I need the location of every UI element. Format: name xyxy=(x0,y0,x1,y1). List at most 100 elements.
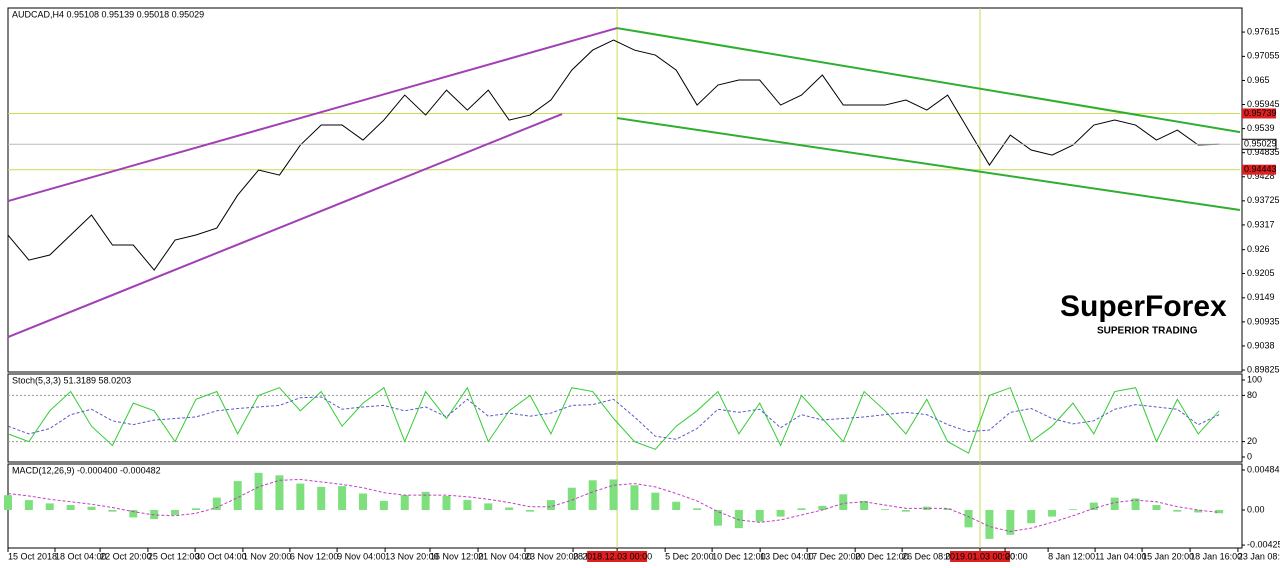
x-tick-highlight xyxy=(950,551,1011,562)
y-tick-label: 80 xyxy=(1247,390,1257,400)
histogram-bar xyxy=(505,507,514,510)
y-tick-label: 0.926 xyxy=(1247,244,1270,254)
histogram-bar xyxy=(755,509,764,522)
indicator-line xyxy=(7,396,1220,440)
y-tick-label: 0.9205 xyxy=(1247,268,1275,278)
histogram-bar xyxy=(4,495,12,510)
indicator-line xyxy=(7,386,1220,454)
histogram-bar xyxy=(484,503,493,510)
histogram-bar xyxy=(651,492,660,510)
y-tick-label: 0.9317 xyxy=(1247,219,1275,229)
panel-title: Stoch(5,3,3) 51.3189 58.0203 xyxy=(12,375,131,385)
y-tick-label: 0.9038 xyxy=(1247,340,1275,350)
x-tick-label: 8 Jan 12:00 xyxy=(1048,551,1095,561)
histogram-bar xyxy=(964,509,973,528)
x-tick-label: 23 Jan 08:00 xyxy=(1238,551,1280,561)
x-tick-label: 13 Dec 04:00 xyxy=(760,551,814,561)
trendline xyxy=(616,27,1241,134)
y-tick-label: 0.95945 xyxy=(1247,99,1280,109)
histogram-bar xyxy=(630,485,639,510)
trendline xyxy=(7,113,563,338)
histogram-bar xyxy=(1089,502,1098,510)
histogram-bar xyxy=(358,493,367,510)
histogram-bar xyxy=(108,509,117,512)
histogram-bar xyxy=(129,509,138,518)
y-tick-label: -0.00425 xyxy=(1247,539,1280,549)
histogram-bar xyxy=(567,487,576,510)
y-tick-label: 0.90935 xyxy=(1247,316,1280,326)
y-tick-label: 0.97055 xyxy=(1247,51,1280,61)
y-tick-label: 0.97615 xyxy=(1247,26,1280,36)
histogram-bar xyxy=(1048,509,1057,517)
histogram-bar xyxy=(421,491,430,510)
histogram-bar xyxy=(776,509,785,517)
histogram-bar xyxy=(818,505,827,510)
histogram-bar xyxy=(254,472,263,510)
x-tick-label: 28 N xyxy=(573,551,592,561)
price-tag xyxy=(1242,164,1276,175)
histogram-bar xyxy=(901,509,910,512)
histogram-bar xyxy=(839,494,848,510)
price-line xyxy=(7,39,1220,271)
histogram-bar xyxy=(379,500,388,510)
histogram-bar xyxy=(1110,497,1119,510)
watermark-subtitle: SUPERIOR TRADING xyxy=(1097,326,1198,337)
histogram-bar xyxy=(1215,509,1224,514)
x-tick-label: 20 Dec 12:00 xyxy=(855,551,909,561)
x-tick-label: 21 Nov 04:00 xyxy=(478,551,532,561)
histogram-bar xyxy=(1068,509,1077,510)
x-tick-label: 10 Dec 12:00 xyxy=(712,551,766,561)
histogram-bar xyxy=(87,506,96,510)
histogram-bar xyxy=(860,500,869,510)
x-tick-label: 30 Oct 04:00 xyxy=(195,551,247,561)
histogram-bar xyxy=(275,475,284,510)
x-tick-label: 1 Nov 20:00 xyxy=(243,551,292,561)
histogram-bar xyxy=(317,486,326,510)
x-tick-label: 16 Nov 12:00 xyxy=(430,551,484,561)
histogram-bar xyxy=(713,509,722,526)
y-tick-label: 0.89825 xyxy=(1247,364,1280,374)
y-tick-label: 0.00 xyxy=(1247,504,1265,514)
histogram-bar xyxy=(442,495,451,510)
histogram-bar xyxy=(1006,509,1015,535)
y-tick-label: 0.93725 xyxy=(1247,195,1280,205)
histogram-bar xyxy=(212,497,221,510)
y-tick-label: 100 xyxy=(1247,374,1262,384)
histogram-bar xyxy=(400,495,409,510)
histogram-bar xyxy=(693,508,702,510)
histogram-bar xyxy=(463,500,472,510)
histogram-bar xyxy=(526,509,535,512)
price-tag-label: 0.95739 xyxy=(1244,108,1277,118)
histogram-bar xyxy=(672,501,681,510)
histogram-bar xyxy=(609,479,618,510)
panel-title: AUDCAD,H4 0.95108 0.95139 0.95018 0.9502… xyxy=(12,9,204,19)
indicator-line xyxy=(7,478,1220,532)
y-tick-label: 0.9428 xyxy=(1247,171,1275,181)
price-tag xyxy=(1242,108,1276,119)
histogram-bar xyxy=(191,508,200,510)
y-tick-label: 0.965 xyxy=(1247,75,1270,85)
x-tick-label: 6 Nov 12:00 xyxy=(290,551,339,561)
histogram-bar xyxy=(797,508,806,510)
x-tick-label: 15 Oct 2018 xyxy=(8,551,57,561)
trendline xyxy=(616,117,1241,212)
x-tick-label: 18 Jan 16:00 xyxy=(1190,551,1242,561)
x-tick-label: 2018.12.03 00:00 xyxy=(582,551,652,561)
x-tick-label: 9 Nov 04:00 xyxy=(337,551,386,561)
histogram-bar xyxy=(985,509,994,539)
watermark-title: SuperForex xyxy=(1060,290,1227,323)
histogram-bar xyxy=(1173,509,1182,512)
y-tick-label: 0.94835 xyxy=(1247,147,1280,157)
histogram-bar xyxy=(233,481,242,510)
histogram-bar xyxy=(171,509,180,515)
histogram-bar xyxy=(1152,505,1161,510)
histogram-bar xyxy=(546,500,555,510)
x-tick-label: 25 Oct 12:00 xyxy=(148,551,200,561)
panel-title: MACD(12,26,9) -0.000400 -0.000482 xyxy=(12,465,161,475)
histogram-bar xyxy=(588,480,597,510)
y-tick-label: 0 xyxy=(1247,451,1252,461)
last-price-label: 0.95029 xyxy=(1244,139,1277,149)
histogram-bar xyxy=(1194,509,1203,513)
